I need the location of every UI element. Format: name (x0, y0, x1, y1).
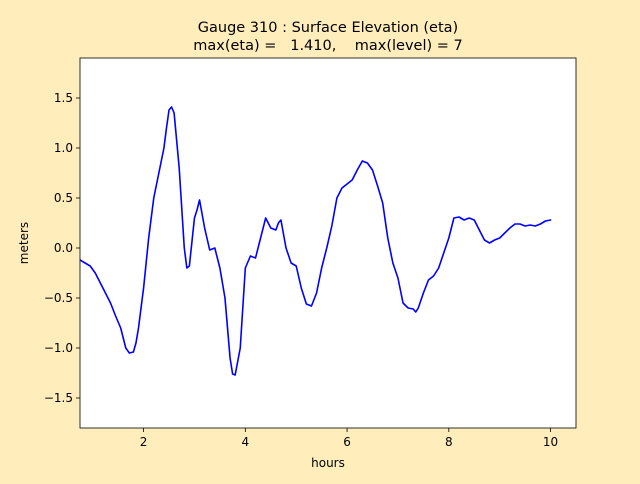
y-tick-label: 0.0 (54, 241, 73, 255)
y-tick-label: −1.0 (44, 341, 73, 355)
series-layer (80, 106, 552, 376)
y-tick-label: 1.0 (54, 141, 73, 155)
x-tick-label: 2 (140, 435, 148, 449)
x-tick-label: 4 (242, 435, 250, 449)
y-tick-label: 1.5 (54, 91, 73, 105)
x-tick-label: 6 (343, 435, 351, 449)
y-tick-label: −1.5 (44, 391, 73, 405)
chart-title-line-2: max(eta) = 1.410, max(level) = 7 (193, 38, 463, 54)
y-axis: −1.5 −1.0 −0.5 0.0 0.5 1.0 1.5 (44, 91, 80, 405)
series-line-0 (80, 106, 552, 376)
chart-title-line-1: Gauge 310 : Surface Elevation (eta) (198, 20, 458, 36)
x-axis: 2 4 6 8 10 (140, 428, 558, 449)
y-axis-label: meters (17, 222, 31, 264)
plot-frame (79, 57, 577, 429)
x-tick-label: 8 (445, 435, 453, 449)
x-tick-label: 10 (543, 435, 558, 449)
x-axis-label: hours (311, 456, 345, 470)
y-tick-label: 0.5 (54, 191, 73, 205)
y-tick-label: −0.5 (44, 291, 73, 305)
